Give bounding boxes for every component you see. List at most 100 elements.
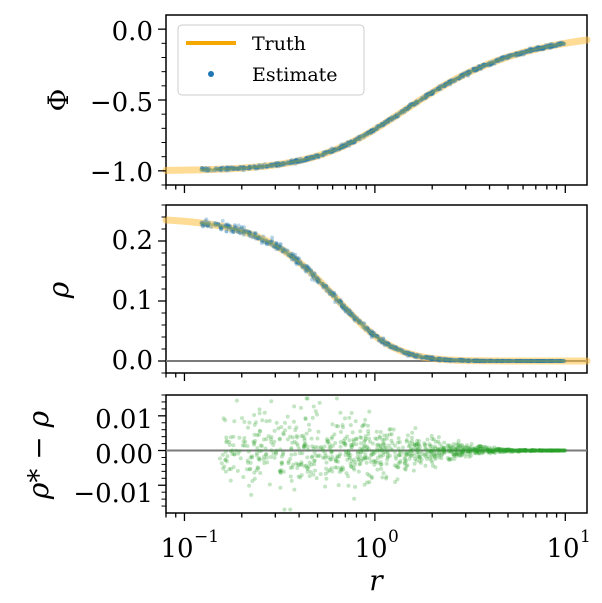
residual-point <box>490 449 495 454</box>
residual-point <box>469 442 474 447</box>
residual-point <box>349 410 354 415</box>
estimate-point <box>224 222 229 227</box>
estimate-point <box>297 256 302 261</box>
residual-point <box>513 448 518 453</box>
residual-point <box>530 447 535 452</box>
residual-point <box>409 446 414 451</box>
residual-point <box>329 450 334 455</box>
residual-point <box>387 453 392 458</box>
residual-point <box>225 454 230 459</box>
residual-point <box>261 457 266 462</box>
residual-point <box>548 448 553 453</box>
residual-point <box>451 444 456 449</box>
residual-point <box>534 448 539 453</box>
residual-point <box>504 449 509 454</box>
residual-point <box>544 448 549 453</box>
residual-point <box>414 450 419 455</box>
residual-point <box>323 454 328 459</box>
residual-point <box>302 464 307 469</box>
residual-point <box>302 435 307 440</box>
residual-point <box>413 426 418 431</box>
residual-point <box>396 446 401 451</box>
residual-point <box>222 464 227 469</box>
residual-point <box>543 448 548 453</box>
residual-point <box>496 447 501 452</box>
residual-point <box>404 452 409 457</box>
residual-point <box>484 445 489 450</box>
residual-point <box>358 446 363 451</box>
residual-point <box>502 447 507 452</box>
estimate-point <box>241 232 246 237</box>
residual-point <box>474 449 479 454</box>
panel-residual-plot <box>166 396 587 512</box>
residual-point <box>221 416 226 421</box>
residual-point <box>474 450 479 455</box>
residual-point <box>485 447 490 452</box>
residual-point <box>317 453 322 458</box>
residual-point <box>442 450 447 455</box>
residual-point <box>364 445 369 450</box>
residual-point <box>358 454 363 459</box>
residual-point <box>343 443 348 448</box>
residual-point <box>529 448 534 453</box>
residual-point <box>518 447 523 452</box>
residual-point <box>489 449 494 454</box>
residual-point <box>556 448 561 453</box>
residual-point <box>300 451 305 456</box>
residual-point <box>510 449 515 454</box>
residual-point <box>363 417 368 422</box>
residual-point <box>482 447 487 452</box>
residual-point <box>394 464 399 469</box>
residual-point <box>411 442 416 447</box>
residual-point <box>560 448 565 453</box>
residual-point <box>486 449 491 454</box>
residual-point <box>492 450 497 455</box>
residual-point <box>279 425 284 430</box>
residual-point <box>468 447 473 452</box>
residual-point <box>289 452 294 457</box>
residual-point <box>502 450 507 455</box>
residual-point <box>492 448 497 453</box>
residual-point <box>551 448 556 453</box>
residual-point <box>479 448 484 453</box>
residual-point <box>537 448 542 453</box>
residual-point <box>508 448 513 453</box>
residual-point <box>377 435 382 440</box>
residual-point <box>375 443 380 448</box>
residual-point <box>240 443 245 448</box>
residual-point <box>461 444 466 449</box>
residual-point <box>504 449 509 454</box>
residual-point <box>500 448 505 453</box>
residual-point <box>340 423 345 428</box>
residual-point <box>503 447 508 452</box>
residual-point <box>384 436 389 441</box>
residual-point <box>538 448 543 453</box>
residual-point <box>533 448 538 453</box>
residual-point <box>551 448 556 453</box>
residual-point <box>278 469 283 474</box>
residual-point <box>524 448 529 453</box>
residual-point <box>330 443 335 448</box>
residual-point <box>413 457 418 461</box>
residual-point <box>475 448 480 453</box>
residual-point <box>515 448 520 453</box>
residual-point <box>468 450 473 455</box>
residual-point <box>374 429 379 434</box>
residual-point <box>439 448 444 453</box>
residual-point <box>315 445 320 450</box>
residual-point <box>359 458 364 463</box>
residual-point <box>507 450 512 455</box>
residual-point <box>228 449 233 454</box>
residual-point <box>313 409 318 414</box>
residual-point <box>505 447 510 452</box>
residual-point <box>461 450 466 455</box>
residual-point <box>551 448 556 453</box>
residual-point <box>343 452 348 457</box>
residual-point <box>468 448 473 453</box>
residual-point <box>395 477 400 482</box>
residual-point <box>277 437 282 442</box>
residual-point <box>492 448 497 453</box>
residual-point <box>248 466 253 471</box>
residual-point <box>274 448 279 453</box>
